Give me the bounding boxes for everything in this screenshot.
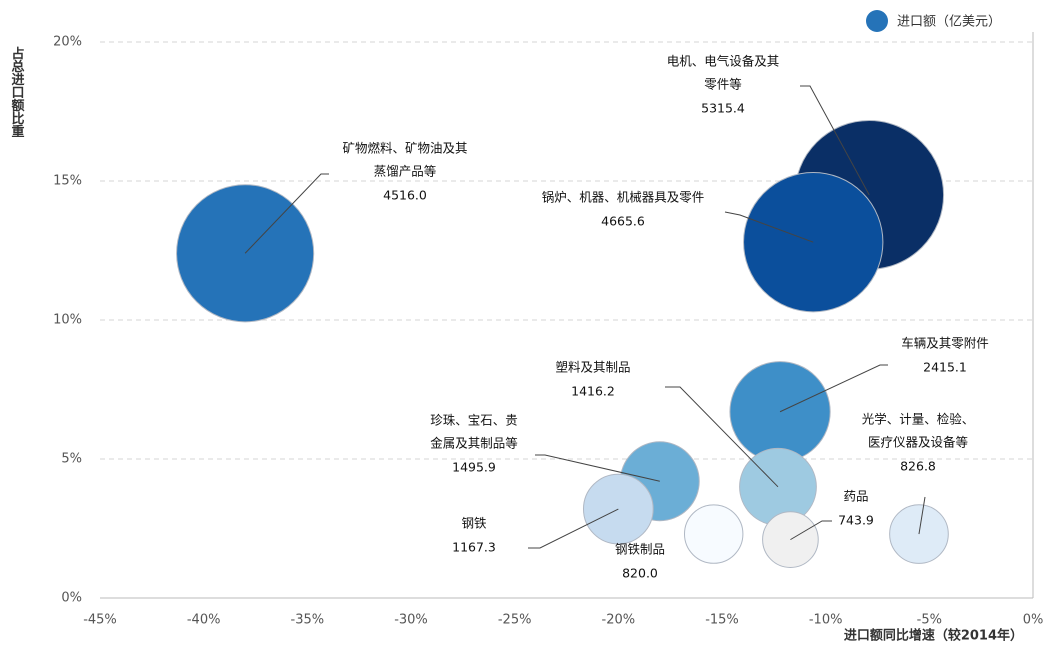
x-tick-label: 0%	[1023, 613, 1044, 628]
leader-line	[665, 386, 779, 488]
leader-line	[244, 173, 329, 254]
bubble-value-label: 1416.2	[571, 384, 615, 399]
bubble-value-label: 1495.9	[452, 460, 496, 475]
legend-label: 进口额（亿美元）	[897, 15, 1001, 30]
x-axis-label: 进口额同比增速（较2014年）	[844, 628, 1023, 644]
bubble-value-label: 2415.1	[923, 360, 967, 375]
leader-line	[918, 496, 926, 535]
leader-line	[779, 364, 888, 413]
y-tick-label: 15%	[53, 174, 82, 189]
bubble-value-label: 1167.3	[452, 540, 496, 555]
bubble-label: 塑料及其制品	[555, 360, 630, 375]
leader-line	[528, 508, 619, 549]
bubble-value-label: 4516.0	[383, 188, 427, 203]
x-tick-label: -35%	[291, 613, 325, 628]
bubble-label: 零件等	[704, 77, 742, 92]
y-tick-label: 0%	[61, 591, 82, 606]
x-tick-label: -20%	[602, 613, 636, 628]
bubble-label: 珍珠、宝石、贵	[430, 413, 518, 428]
bubble-value-label: 743.9	[838, 513, 874, 528]
bubble-label: 钢铁	[461, 516, 487, 531]
bubble	[582, 473, 654, 545]
bubble-label: 药品	[843, 489, 868, 504]
x-tick-label: -45%	[83, 613, 117, 628]
bubble-value-label: 5315.4	[701, 101, 745, 116]
leader-line	[535, 454, 660, 482]
y-tick-label: 5%	[61, 452, 82, 467]
bubble-value-label: 820.0	[622, 566, 658, 581]
bubble-label: 电机、电气设备及其	[667, 54, 780, 69]
leader-line	[800, 85, 870, 196]
leader-line	[790, 520, 832, 541]
bubble-label: 车辆及其零附件	[901, 336, 989, 351]
x-tick-label: -40%	[187, 613, 221, 628]
bubble-label: 光学、计量、检验、	[862, 412, 975, 427]
x-tick-label: -25%	[498, 613, 532, 628]
y-tick-label: 10%	[53, 313, 82, 328]
bubble-label: 金属及其制品等	[430, 436, 518, 451]
x-tick-label: -30%	[394, 613, 428, 628]
y-tick-label: 20%	[53, 35, 82, 50]
x-tick-label: -5%	[917, 613, 942, 628]
legend-marker	[866, 10, 888, 32]
bubble-value-label: 826.8	[900, 459, 936, 474]
bubble-label: 钢铁制品	[615, 542, 665, 557]
y-axis-label: 占总进口额比重	[9, 46, 25, 139]
x-tick-label: -10%	[809, 613, 843, 628]
leader-line	[724, 211, 814, 243]
x-tick-label: -15%	[705, 613, 739, 628]
bubble-label: 矿物燃料、矿物油及其	[342, 141, 467, 156]
bubble-label: 医疗仪器及设备等	[868, 435, 968, 450]
bubble	[683, 504, 744, 564]
bubble-label: 锅炉、机器、机械器具及零件	[542, 190, 705, 205]
bubble-value-label: 4665.6	[601, 214, 645, 229]
bubble-label: 蒸馏产品等	[374, 164, 437, 179]
